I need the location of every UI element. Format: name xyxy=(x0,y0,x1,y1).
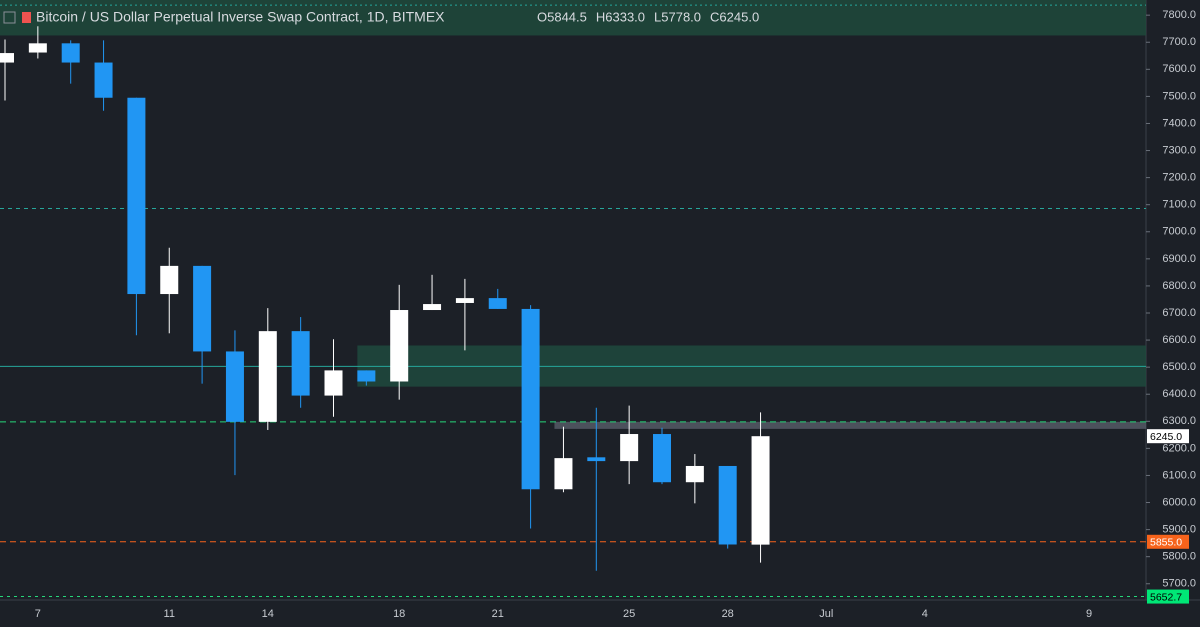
ohlc-value: C6245.0 xyxy=(710,9,759,24)
candle-body xyxy=(127,97,146,295)
ohlc-value: H6333.0 xyxy=(596,9,645,24)
x-tick-label: 21 xyxy=(492,608,504,620)
y-tick-label: 7000.0 xyxy=(1162,226,1196,238)
candle-body xyxy=(225,351,244,422)
x-tick-label: 14 xyxy=(262,608,274,620)
y-tick-label: 7500.0 xyxy=(1162,90,1196,102)
candle-body xyxy=(488,298,507,309)
x-tick-label: 28 xyxy=(722,608,734,620)
y-tick-label: 7400.0 xyxy=(1162,117,1196,129)
candle-body xyxy=(258,331,277,422)
candle-body xyxy=(61,43,80,63)
zone xyxy=(0,0,1146,36)
price-label: 5855.0 xyxy=(1150,537,1182,549)
y-tick-label: 7200.0 xyxy=(1162,172,1196,184)
y-tick-label: 6000.0 xyxy=(1162,496,1196,508)
candle-body xyxy=(751,436,770,545)
y-tick-label: 7800.0 xyxy=(1162,9,1196,21)
candle-body xyxy=(423,304,442,311)
x-tick-label: 25 xyxy=(623,608,635,620)
candle-body xyxy=(587,457,606,462)
candle-body xyxy=(685,465,704,483)
candle-body xyxy=(291,331,310,396)
y-tick-label: 7100.0 xyxy=(1162,199,1196,211)
icon xyxy=(22,12,31,23)
x-tick-label: 4 xyxy=(922,608,928,620)
price-label: 6245.0 xyxy=(1150,431,1182,443)
price-label-box xyxy=(1147,589,1189,604)
price-label: 5652.7 xyxy=(1150,591,1182,603)
candle-body xyxy=(521,308,540,490)
y-tick-label: 7600.0 xyxy=(1162,63,1196,75)
x-tick-label: 9 xyxy=(1086,608,1092,620)
price-label-box xyxy=(1147,429,1189,444)
ohlc-value: O5844.5 xyxy=(537,9,587,24)
candle-body xyxy=(718,465,737,545)
y-tick-label: 6400.0 xyxy=(1162,388,1196,400)
icon xyxy=(3,11,16,24)
candle-body xyxy=(390,310,409,382)
zone xyxy=(554,421,1146,429)
y-tick-label: 5800.0 xyxy=(1162,551,1196,563)
price-label-box xyxy=(1147,534,1189,549)
header: Bitcoin / US Dollar Perpetual Inverse Sw… xyxy=(3,9,759,25)
x-tick-label: 7 xyxy=(35,608,41,620)
y-tick-label: 6800.0 xyxy=(1162,280,1196,292)
plot xyxy=(0,0,1147,598)
candle-body xyxy=(94,62,113,98)
candle-body xyxy=(193,265,212,352)
y-tick-label: 5900.0 xyxy=(1162,524,1196,536)
candle-body xyxy=(653,434,671,483)
y-tick-label: 6300.0 xyxy=(1162,415,1196,427)
y-tick-label: 7300.0 xyxy=(1162,144,1196,156)
candle-body xyxy=(160,265,179,295)
candle-body xyxy=(324,370,343,396)
x-tick-label: 11 xyxy=(164,608,175,620)
candle-body xyxy=(357,370,376,382)
x-tick-label: 18 xyxy=(393,608,405,620)
y-tick-label: 6100.0 xyxy=(1162,469,1196,481)
candle-body xyxy=(455,298,474,303)
y-tick-label: 6900.0 xyxy=(1162,253,1196,265)
y-tick-label: 5700.0 xyxy=(1162,578,1196,590)
ohlc-value: L5778.0 xyxy=(654,9,701,24)
y-tick-label: 6200.0 xyxy=(1162,442,1196,454)
y-tick-label: 6700.0 xyxy=(1162,307,1196,319)
candle-body xyxy=(554,458,573,490)
y-tick-label: 7700.0 xyxy=(1162,36,1196,48)
candle-body xyxy=(620,434,639,462)
x-tick-label: Jul xyxy=(819,608,833,620)
candle-body xyxy=(0,53,14,63)
y-tick-label: 6500.0 xyxy=(1162,361,1196,373)
candle-body xyxy=(28,43,47,53)
y-tick-label: 6600.0 xyxy=(1162,334,1196,346)
chart-title: Bitcoin / US Dollar Perpetual Inverse Sw… xyxy=(36,9,445,25)
